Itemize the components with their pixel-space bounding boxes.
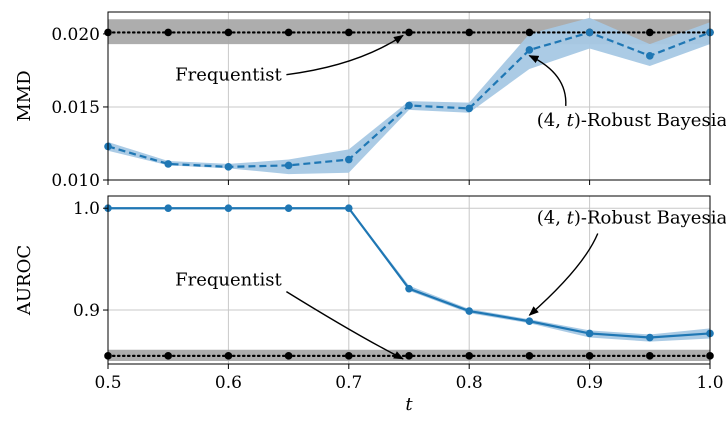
robust-bayesian-point	[345, 204, 353, 213]
x-tick-label: 0.5	[94, 373, 121, 393]
robust-bayesian-point	[646, 333, 654, 342]
x-tick-label: 0.7	[335, 373, 362, 393]
robust-bayesian-point	[585, 28, 594, 37]
x-tick-label: 1.0	[696, 373, 723, 393]
panel-2: 0.9 1.0 0.5 0.6 0.7 0.8 0.9 1.0 AUROC t Frequentis…	[14, 195, 726, 415]
robust-bayesian-point	[525, 317, 534, 326]
frequentist-point	[345, 28, 353, 37]
frequentist-point	[646, 28, 654, 37]
x-axis-label: t	[405, 394, 413, 415]
frequentist-point	[405, 28, 413, 37]
annotation-label: (4, t)-Robust Bayesian	[537, 110, 726, 131]
robust-bayesian-point	[585, 329, 594, 338]
frequentist-point	[465, 28, 474, 37]
annotation-label: Frequentist	[175, 270, 282, 291]
x-tick-label: 0.8	[456, 373, 483, 393]
frequentist-point	[465, 352, 474, 360]
frequentist-point	[164, 28, 172, 37]
robust-bayesian-point	[405, 101, 413, 110]
frequentist-point	[585, 352, 594, 360]
axes-frame	[107, 195, 711, 365]
annotation-arrow	[286, 34, 404, 76]
y-tick-label: 0.015	[51, 98, 100, 118]
robust-bayesian-point	[345, 155, 353, 164]
frequentist-point	[164, 352, 172, 360]
frequentist-point	[284, 352, 293, 360]
x-tick-label: 0.9	[576, 373, 603, 393]
robust-bayesian-point	[224, 163, 233, 171]
robust-bayesian-point	[224, 204, 233, 213]
robust-bayesian-point	[164, 204, 172, 213]
robust-bayesian-point	[284, 161, 293, 170]
robust-bayesian-point	[646, 52, 654, 60]
annotation-label: Frequentist	[175, 65, 282, 86]
robust-bayesian-band	[108, 17, 710, 175]
y-tick-label: 0.010	[51, 171, 100, 191]
annotation-arrow	[286, 291, 404, 360]
annotation-arrow	[528, 55, 567, 106]
plot-area	[108, 17, 710, 175]
robust-bayesian-point	[465, 307, 474, 315]
frequentist-point	[224, 352, 233, 360]
axes-frame	[107, 11, 711, 181]
robust-bayesian-point	[525, 46, 534, 54]
y-axis-label: AUROC	[14, 245, 35, 316]
frequentist-point	[525, 28, 534, 37]
annotation-label: (4, t)-Robust Bayesian	[537, 207, 726, 228]
y-tick-label: 0.020	[51, 25, 100, 45]
panel-1: 0.010 0.015 0.020 MMD Frequentist (4, t)-Robu…	[14, 11, 726, 191]
frequentist-point	[345, 352, 353, 360]
frequentist-point	[284, 28, 293, 37]
y-tick-label: 1.0	[73, 199, 100, 219]
frequentist-point	[224, 28, 233, 37]
annotation-arrow	[528, 233, 599, 316]
frequentist-point	[525, 352, 534, 360]
robust-bayesian-point	[164, 160, 172, 168]
frequentist-point	[646, 352, 654, 360]
robust-bayesian-point	[405, 284, 413, 293]
y-tick-label: 0.9	[73, 301, 100, 321]
frequentist-point	[405, 352, 413, 360]
y-axis-label: MMD	[14, 70, 35, 121]
robust-bayesian-point	[284, 204, 293, 213]
x-tick-label: 0.6	[215, 373, 242, 393]
robust-bayesian-point	[465, 104, 474, 113]
